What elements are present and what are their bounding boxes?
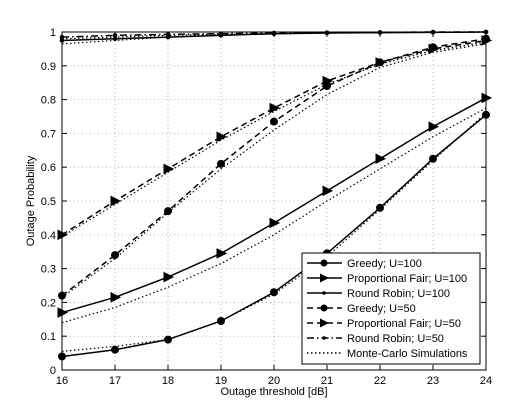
x-tick-label: 22 [374, 375, 386, 387]
marker [163, 163, 175, 175]
marker [216, 131, 228, 143]
marker [164, 335, 172, 344]
marker [111, 251, 119, 260]
legend-marker [320, 318, 329, 328]
x-tick-label: 18 [162, 375, 174, 387]
marker [428, 121, 440, 132]
y-tick-label: 0.2 [41, 297, 56, 309]
marker [376, 203, 384, 212]
x-tick-label: 24 [480, 375, 492, 387]
legend-label: Round Robin; U=100 [347, 288, 450, 300]
marker [375, 153, 387, 165]
legend-label: Monte-Carlo Simulations [347, 348, 468, 360]
x-tick-label: 17 [109, 375, 121, 387]
marker [110, 195, 122, 207]
legend-marker [322, 336, 326, 340]
marker [481, 92, 493, 104]
x-tick-label: 19 [215, 375, 227, 387]
line [61, 43, 487, 298]
legend-label: Proportional Fair; U=100 [347, 273, 467, 285]
legend-marker [320, 273, 329, 283]
line [61, 39, 487, 236]
marker [482, 110, 490, 119]
line [61, 107, 487, 324]
x-axis-label: Outage threshold [dB] [220, 386, 327, 398]
y-tick-label: 0.8 [41, 95, 56, 107]
line [61, 41, 487, 238]
x-tick-label: 21 [321, 375, 333, 387]
y-tick-label: 0.1 [41, 331, 56, 343]
marker [269, 217, 281, 229]
marker [164, 207, 172, 216]
marker [216, 248, 228, 259]
y-tick-label: 1 [50, 27, 56, 39]
y-tick-label: 0.6 [41, 162, 56, 174]
marker [322, 185, 334, 197]
legend-marker [320, 304, 328, 312]
marker [270, 117, 278, 126]
legend-label: Proportional Fair; U=50 [347, 318, 461, 330]
line [61, 31, 487, 40]
marker [111, 345, 119, 354]
x-tick-label: 16 [56, 375, 68, 387]
y-tick-label: 0.9 [41, 61, 56, 73]
marker [322, 75, 334, 87]
y-tick-label: 0.3 [41, 264, 56, 276]
y-axis-label: Outage Probability [25, 155, 37, 246]
marker [269, 102, 281, 114]
marker [59, 34, 65, 40]
marker [429, 154, 437, 163]
marker [57, 229, 69, 241]
marker [428, 43, 440, 55]
marker [270, 288, 278, 297]
y-tick-label: 0.5 [41, 196, 56, 208]
marker [57, 307, 69, 318]
marker [217, 159, 225, 168]
legend-marker [320, 259, 328, 267]
marker [217, 316, 225, 325]
marker [58, 291, 66, 300]
x-tick-label: 23 [427, 375, 439, 387]
legend-label: Round Robin; U=50 [347, 333, 444, 345]
legend-marker [322, 291, 326, 295]
marker [58, 352, 66, 361]
y-tick-label: 0 [50, 365, 56, 377]
y-tick-label: 0.7 [41, 128, 56, 140]
x-tick-label: 20 [268, 375, 280, 387]
legend-label: Greedy; U=100 [347, 258, 422, 270]
marker [110, 292, 122, 303]
legend-label: Greedy; U=50 [347, 303, 416, 315]
y-tick-label: 0.4 [41, 230, 56, 242]
marker [163, 271, 175, 283]
marker [218, 31, 224, 36]
